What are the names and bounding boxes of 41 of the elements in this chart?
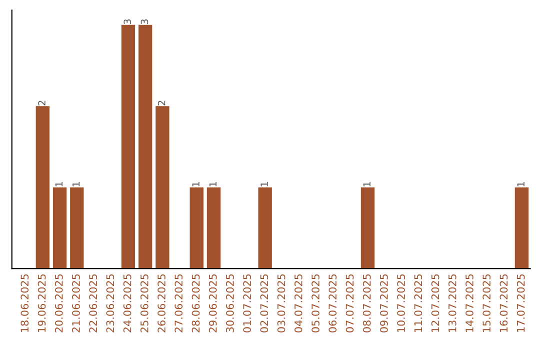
x-tick-label: 26.06.2025	[158, 274, 166, 332]
x-tick-label: 09.07.2025	[380, 274, 388, 332]
x-tick-label: 17.07.2025	[516, 274, 525, 332]
data-label: 3	[124, 19, 132, 24]
x-tick-label: 08.07.2025	[362, 274, 371, 332]
x-tick-label: 20.06.2025	[54, 274, 63, 332]
x-tick-label: 14.07.2025	[466, 274, 474, 332]
data-label: 2	[38, 100, 46, 106]
x-tick-label: 10.07.2025	[397, 274, 405, 332]
data-label: 1	[209, 182, 216, 186]
data-label: 1	[363, 182, 370, 186]
x-tick-label: 04.07.2025	[294, 274, 302, 332]
x-tick-label: 15.07.2025	[482, 274, 491, 332]
x-tick-label: 06.07.2025	[328, 274, 337, 332]
x-tick-label: 29.06.2025	[208, 274, 217, 332]
x-tick-label: 18.06.2025	[20, 274, 29, 332]
data-label: 1	[517, 182, 524, 186]
x-tick-label: 01.07.2025	[243, 274, 252, 332]
x-tick-label: 30.06.2025	[226, 274, 234, 332]
x-tick-label: 07.07.2025	[346, 274, 354, 332]
x-tick-label: 16.07.2025	[500, 274, 508, 332]
x-tick-label: 22.06.2025	[89, 274, 98, 332]
x-tick-label: 25.06.2025	[140, 274, 148, 332]
x-tick-label: 03.07.2025	[277, 274, 286, 332]
data-label: 1	[192, 182, 200, 186]
x-tick-label: 13.07.2025	[448, 274, 456, 332]
x-tick-label: 02.07.2025	[260, 274, 268, 332]
x-tick-label: 05.07.2025	[312, 274, 320, 332]
data-label: 3	[140, 19, 148, 24]
x-tick-label: 21.06.2025	[72, 274, 80, 332]
data-label: 2	[158, 100, 166, 106]
x-tick-label: 24.06.2025	[123, 274, 132, 332]
x-tick-label: 23.06.2025	[106, 274, 114, 332]
x-tick-label: 12.07.2025	[431, 274, 440, 332]
x-tick-label: 27.06.2025	[174, 274, 183, 332]
data-label: 1	[260, 182, 268, 186]
data-label: 1	[55, 182, 62, 186]
data-label: 1	[72, 182, 80, 186]
x-tick-label: 11.07.2025	[414, 274, 422, 332]
x-tick-label: 19.06.2025	[38, 274, 46, 332]
x-tick-label: 28.06.2025	[192, 274, 200, 332]
